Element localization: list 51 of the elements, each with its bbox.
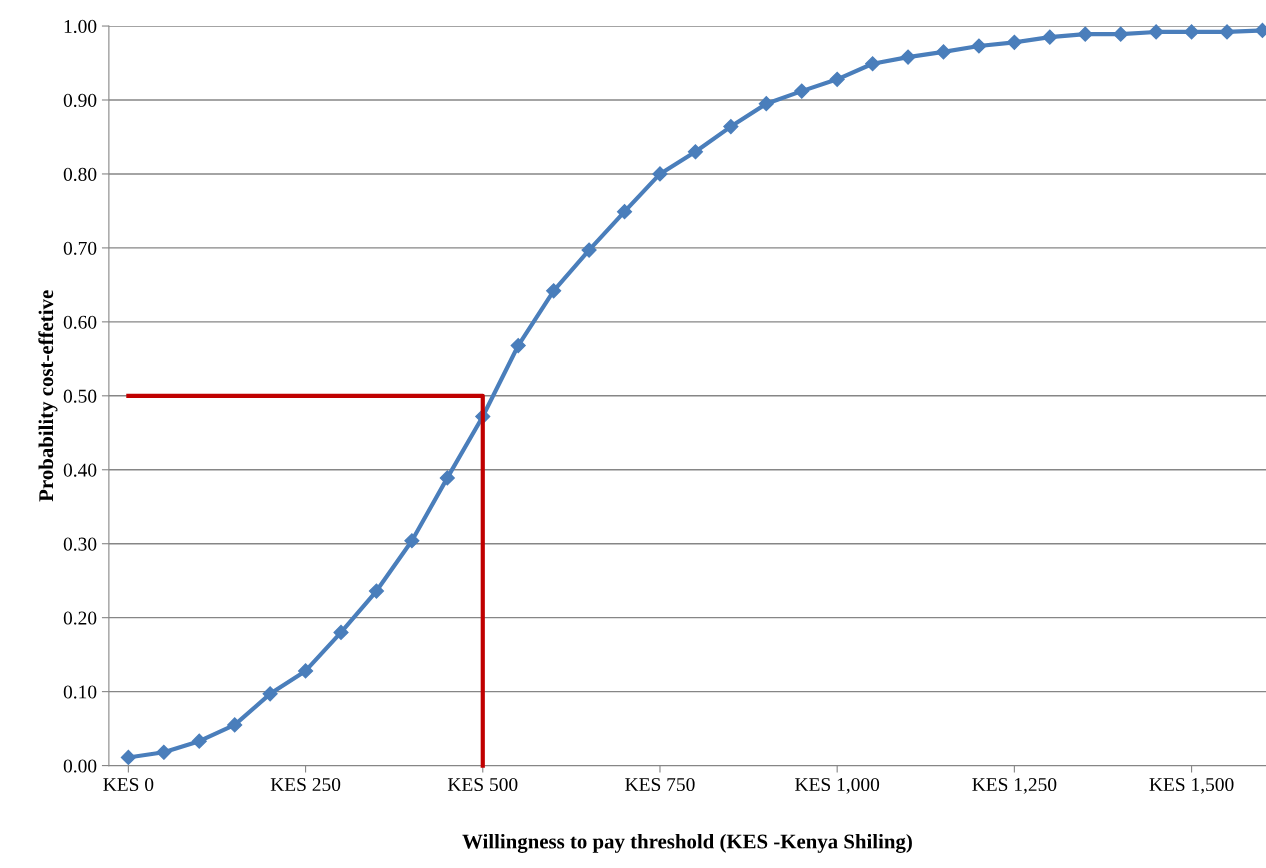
- point: [297, 663, 314, 679]
- point: [1113, 26, 1129, 42]
- point: [829, 71, 845, 87]
- point: [439, 470, 455, 486]
- point: [971, 38, 987, 54]
- point: [333, 624, 349, 641]
- point: [368, 583, 385, 599]
- point: [794, 83, 810, 99]
- y-tick-label: 0.30: [63, 537, 97, 551]
- y-tick-label: 0.10: [63, 685, 97, 699]
- y-tick-label: 0.40: [63, 463, 97, 477]
- point: [546, 283, 562, 299]
- point: [1006, 34, 1022, 50]
- y-tick-label: 0.90: [63, 93, 97, 108]
- point: [758, 96, 774, 112]
- point: [1184, 24, 1200, 40]
- y-tick-label: 0.70: [63, 241, 97, 255]
- y-tick-label: 0.80: [63, 167, 97, 181]
- point: [1219, 24, 1235, 40]
- point: [935, 44, 952, 60]
- point: [1077, 26, 1093, 42]
- point: [616, 204, 633, 220]
- y-tick-label: 1.00: [64, 19, 97, 34]
- point: [900, 49, 916, 65]
- point: [723, 119, 739, 135]
- x-tick-label: KES 1,500: [1149, 777, 1234, 794]
- x-tick-label: KES 1,250: [972, 777, 1057, 794]
- point: [227, 717, 243, 733]
- x-axis-title: Willingness to pay threshold (KES -Kenya Shiling): [462, 833, 912, 853]
- y-tick-label: 0.60: [63, 315, 97, 329]
- point: [865, 56, 881, 72]
- point: [652, 166, 668, 182]
- y-tick-label: 0.50: [63, 389, 97, 403]
- point: [120, 749, 136, 766]
- x-tick-label: KES 500: [447, 777, 518, 792]
- point: [510, 337, 526, 354]
- y-tick-label: 0.20: [63, 611, 97, 625]
- point: [581, 242, 597, 258]
- y-axis-title: Probability cost-effetive: [38, 290, 58, 502]
- x-tick-label: KES 750: [625, 777, 695, 792]
- point: [687, 144, 703, 160]
- x-tick-label: KES 250: [270, 777, 341, 792]
- point: [191, 733, 207, 749]
- point: [1148, 24, 1164, 40]
- x-tick-label: KES 1,000: [795, 777, 880, 794]
- point: [262, 686, 278, 702]
- point: [1042, 29, 1058, 45]
- point: [404, 533, 420, 549]
- x-tick-label: KES 0: [103, 777, 154, 792]
- y-tick-label: 0.00: [63, 759, 97, 773]
- point: [156, 744, 172, 760]
